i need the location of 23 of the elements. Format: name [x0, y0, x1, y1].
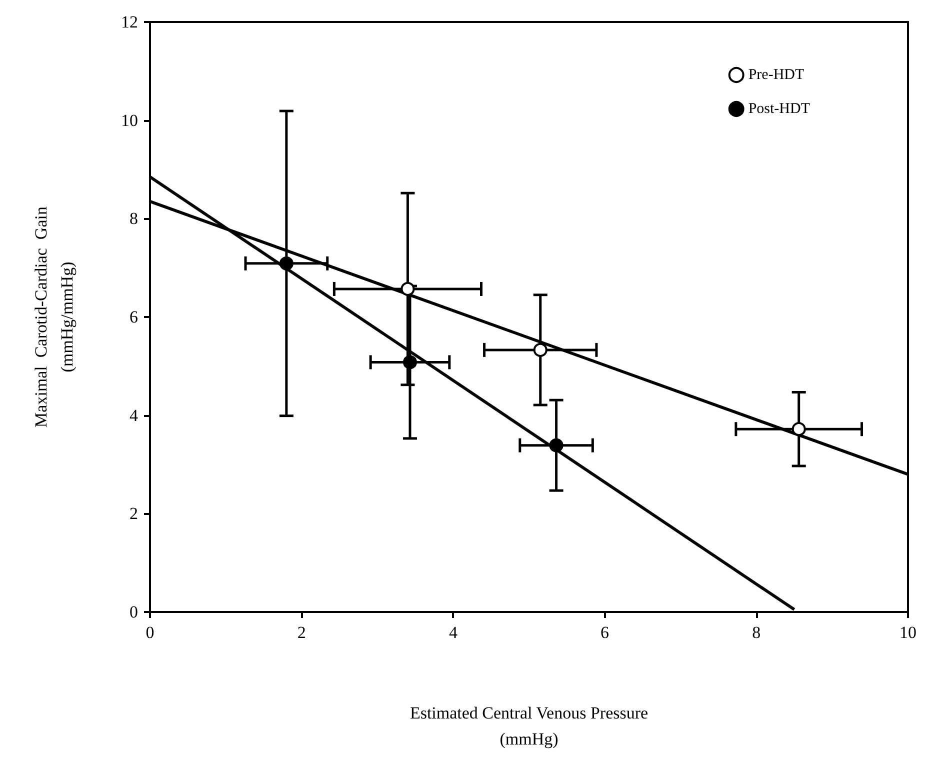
x-tick-label: 4	[448, 623, 458, 642]
y-tick-label: 12	[121, 12, 138, 32]
legend-label: Pre-HDT	[748, 67, 804, 83]
x-tick-label: 8	[752, 623, 761, 642]
x-tick-label: 10	[900, 623, 916, 642]
legend-label: Post-HDT	[748, 101, 810, 117]
y-tick-label: 0	[130, 602, 138, 622]
y-axis-title: Maximal Carotid-Cardiac Gain (mmHg/mmHg)	[32, 206, 76, 428]
y-tick-label: 8	[130, 209, 138, 228]
x-tick-label: 0	[146, 623, 154, 642]
x-tick-label: 6	[600, 623, 610, 642]
point	[792, 422, 806, 436]
point	[533, 342, 548, 357]
point	[400, 282, 415, 296]
y-tick-label: 2	[130, 504, 138, 524]
point	[549, 438, 564, 452]
point	[403, 355, 417, 370]
x-tick-label: 2	[297, 623, 306, 642]
point	[279, 256, 294, 270]
x-axis-title: Estimated Central Venous Pressure (mmHg)	[410, 704, 648, 748]
y-tick-label: 4	[130, 406, 138, 425]
y-tick-label: 10	[121, 110, 138, 130]
y-tick-label: 6	[130, 308, 138, 326]
